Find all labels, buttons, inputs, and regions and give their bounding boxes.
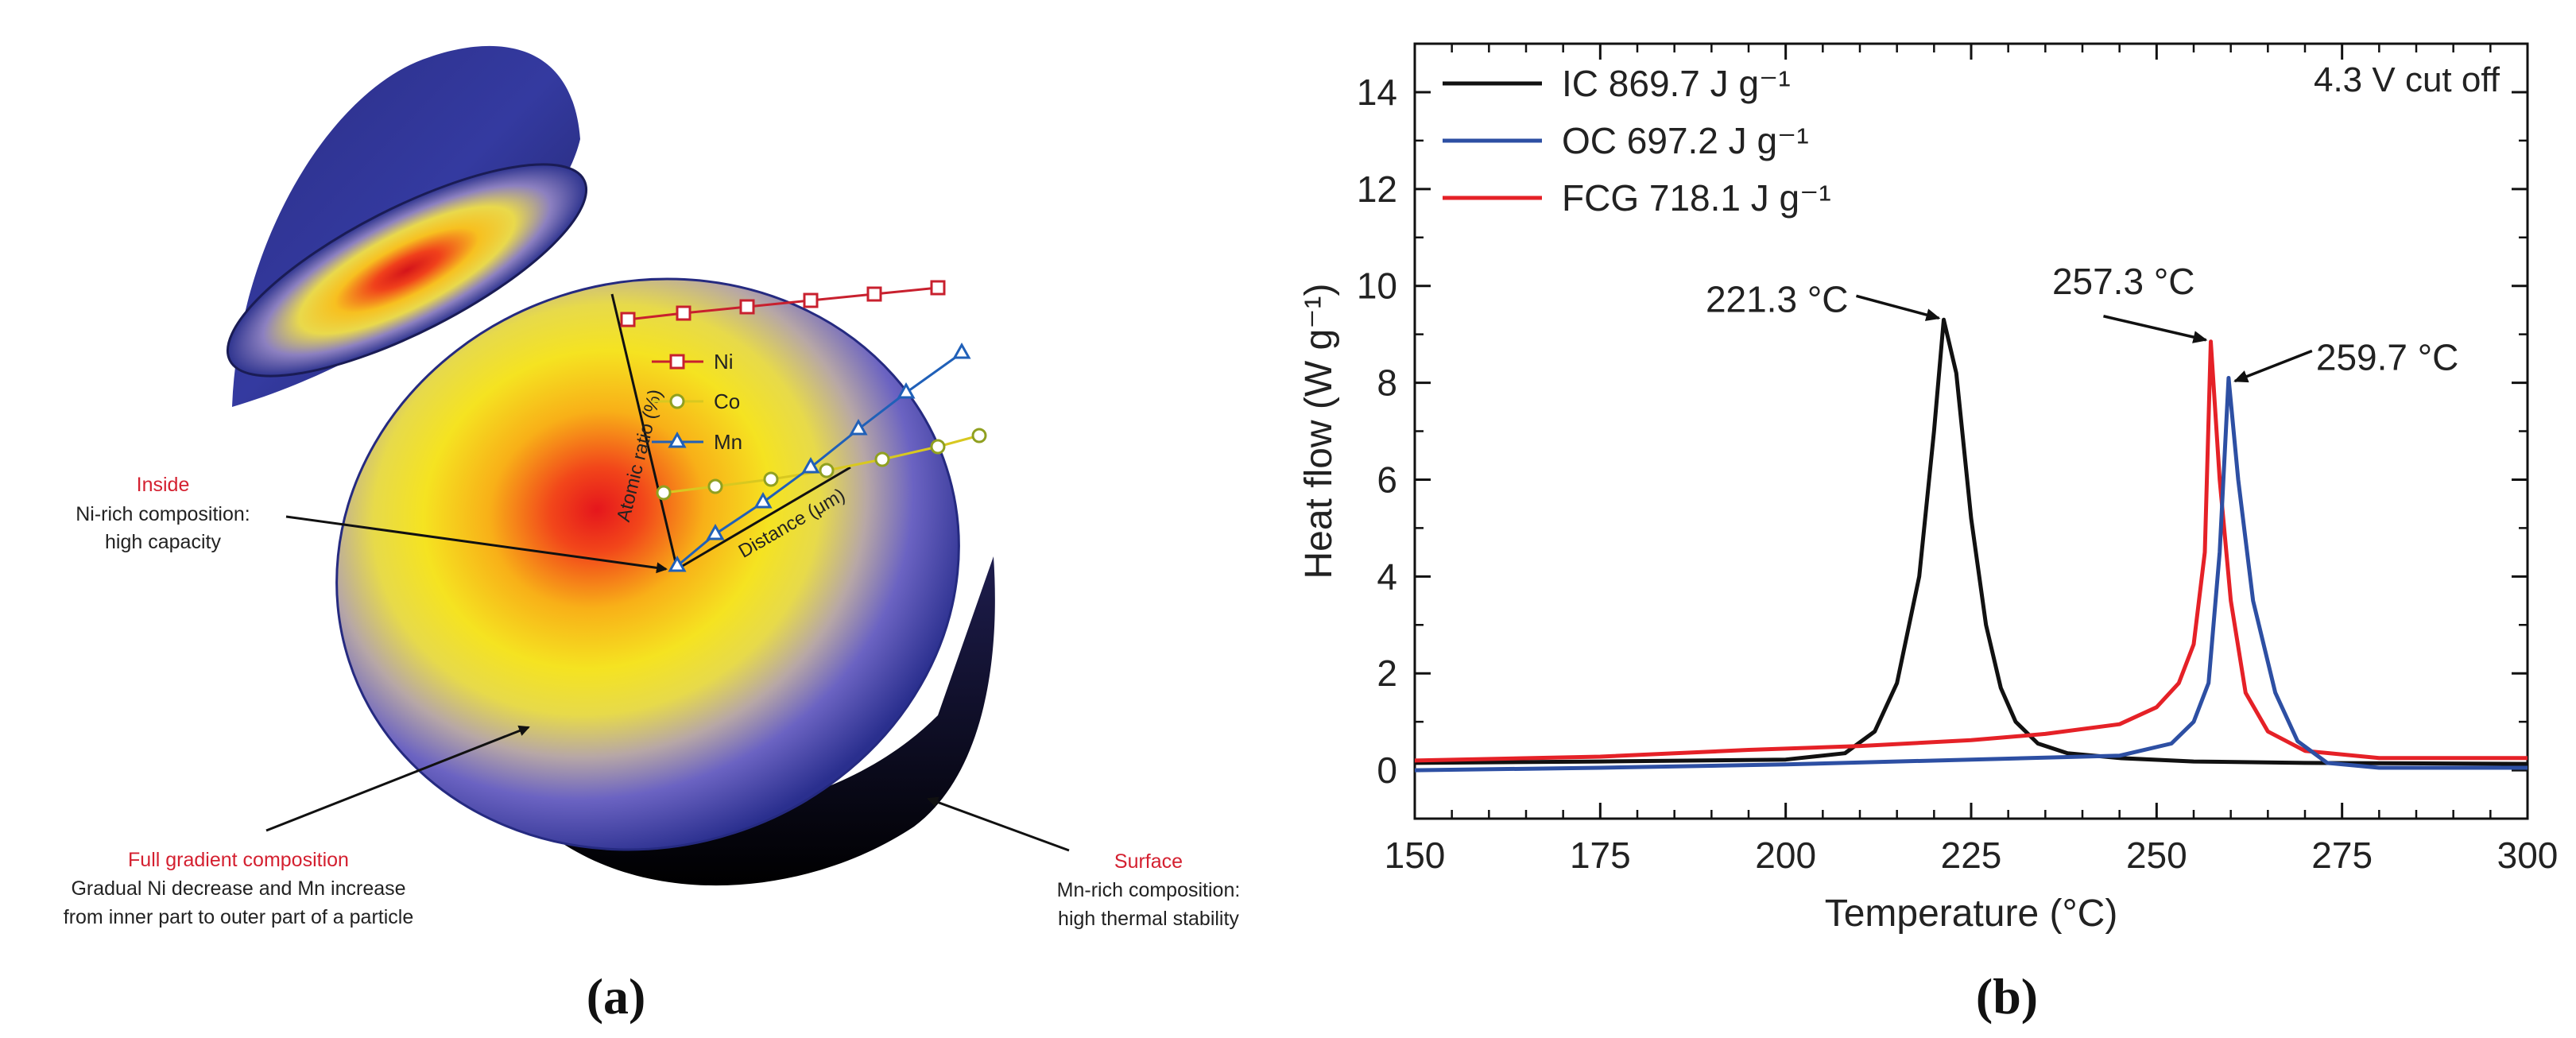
gradient-title: Full gradient composition: [128, 849, 349, 871]
mn-marker: [753, 491, 773, 509]
co-marker: [971, 428, 987, 443]
panel-b-caption: (b): [1976, 968, 2038, 1024]
legend-co-label: Co: [714, 389, 740, 413]
particle-schematic-panel: Atomic ratio (%) Distance (μm) Ni: [0, 0, 1272, 1038]
composition-legend: Ni Co Mn: [652, 350, 742, 454]
x-tick-label: 250: [2126, 835, 2187, 876]
axis-ticks: [1413, 42, 2529, 820]
tick-labels: 150 175 200 225 250 275 300 0 2 4 6 8 10 12 14: [1357, 72, 2559, 876]
gradient-arrow: [265, 725, 530, 832]
co-marker: [874, 451, 890, 467]
x-tick-label: 225: [1941, 835, 2002, 876]
peak-label: 221.3 °C: [1706, 278, 1849, 320]
dsc-chart-panel: 150 175 200 225 250 275 300 0 2 4 6 8 10 12 14 IC 869.…: [1272, 0, 2576, 1038]
series-layer: [1414, 317, 2528, 773]
y-tick-label: 2: [1377, 653, 1397, 694]
y-tick-label: 14: [1357, 72, 1397, 113]
gradient-annotation: Full gradient composition Gradual Ni dec…: [64, 849, 414, 928]
y-tick-label: 0: [1377, 749, 1397, 791]
ni-series: [620, 280, 946, 327]
mn-marker: [706, 523, 725, 540]
x-tick-label: 300: [2497, 835, 2559, 876]
mn-marker: [952, 342, 971, 359]
sphere-cut-face: [335, 277, 960, 851]
legend-entry-label: FCG 718.1 J g⁻¹: [1562, 177, 1831, 219]
panel-a-caption: (a): [587, 968, 646, 1024]
co-marker: [930, 439, 946, 455]
gradient-line1: Gradual Ni decrease and Mn increase: [71, 877, 405, 900]
y-axis-label: Heat flow (W g⁻¹): [1298, 283, 1340, 579]
y-tick-label: 10: [1357, 265, 1397, 307]
y-tick-label: 12: [1357, 168, 1397, 210]
x-axis-label: Temperature (°C): [1825, 893, 2118, 935]
surface-annotation: Surface Mn-rich composition: high therma…: [1057, 850, 1241, 930]
surface-line2: high thermal stability: [1058, 908, 1239, 930]
ni-marker: [739, 299, 755, 315]
legend-ni-label: Ni: [714, 350, 734, 374]
co-marker: [707, 478, 723, 494]
inside-line1: Ni-rich composition:: [76, 503, 250, 525]
peak-annotations: 221.3 °C 257.3 °C 259.7 °C: [1706, 261, 2459, 383]
chart-legend: IC 869.7 J g⁻¹ OC 697.2 J g⁻¹ FCG 718.1 J …: [1443, 63, 1831, 219]
particle-schematic: Atomic ratio (%) Distance (μm) Ni: [64, 45, 1241, 1024]
x-axis-line: [676, 466, 851, 571]
sphere-shadow: [509, 556, 995, 886]
mn-series: [668, 342, 971, 572]
series-line-oc: [1414, 376, 2528, 773]
inside-title: Inside: [137, 474, 190, 496]
mn-marker: [897, 382, 916, 399]
co-marker: [656, 485, 672, 501]
inside-arrow: [285, 515, 668, 574]
y-tick-label: 8: [1377, 362, 1397, 404]
series-line-fcg: [1414, 339, 2528, 763]
co-series: [656, 428, 987, 501]
series-line-ic: [1414, 317, 2528, 766]
x-tick-label: 275: [2311, 835, 2373, 876]
cutoff-note: 4.3 V cut off: [2314, 60, 2500, 99]
mn-marker: [801, 456, 820, 474]
ni-marker: [866, 286, 882, 302]
inside-line2: high capacity: [105, 531, 221, 553]
co-marker: [763, 471, 779, 487]
y-tick-label: 6: [1377, 459, 1397, 500]
y-tick-label: 4: [1377, 556, 1397, 597]
peak-arrow: [1856, 294, 1941, 321]
x-tick-label: 200: [1755, 835, 1816, 876]
mn-marker: [849, 418, 868, 436]
ni-marker: [676, 305, 691, 321]
ni-marker: [803, 292, 819, 308]
x-tick-label: 175: [1570, 835, 1631, 876]
dsc-chart: 150 175 200 225 250 275 300 0 2 4 6 8 10 12 14 IC 869.…: [1298, 42, 2559, 1024]
gradient-line2: from inner part to outer part of a parti…: [64, 906, 414, 928]
mn-marker: [668, 555, 687, 572]
peak-arrow: [2103, 315, 2208, 343]
composition-axes: [610, 293, 851, 571]
peak-label: 259.7 °C: [2316, 336, 2459, 378]
ni-marker: [620, 312, 636, 327]
legend-mn-label: Mn: [714, 430, 742, 454]
legend-entry-label: OC 697.2 J g⁻¹: [1562, 120, 1809, 161]
surface-title: Surface: [1114, 850, 1183, 873]
inside-annotation: Inside Ni-rich composition: high capacit…: [76, 474, 250, 553]
peak-label: 257.3 °C: [2052, 261, 2195, 302]
surface-arrow: [927, 796, 1070, 852]
surface-line1: Mn-rich composition:: [1057, 879, 1241, 901]
co-marker: [819, 463, 835, 478]
y-axis-line: [610, 293, 679, 570]
legend-entry-label: IC 869.7 J g⁻¹: [1562, 63, 1791, 104]
peak-arrow: [2233, 349, 2313, 383]
x-tick-label: 150: [1385, 835, 1446, 876]
ni-marker: [930, 280, 946, 296]
sphere-cap-cross-section: [226, 163, 588, 378]
